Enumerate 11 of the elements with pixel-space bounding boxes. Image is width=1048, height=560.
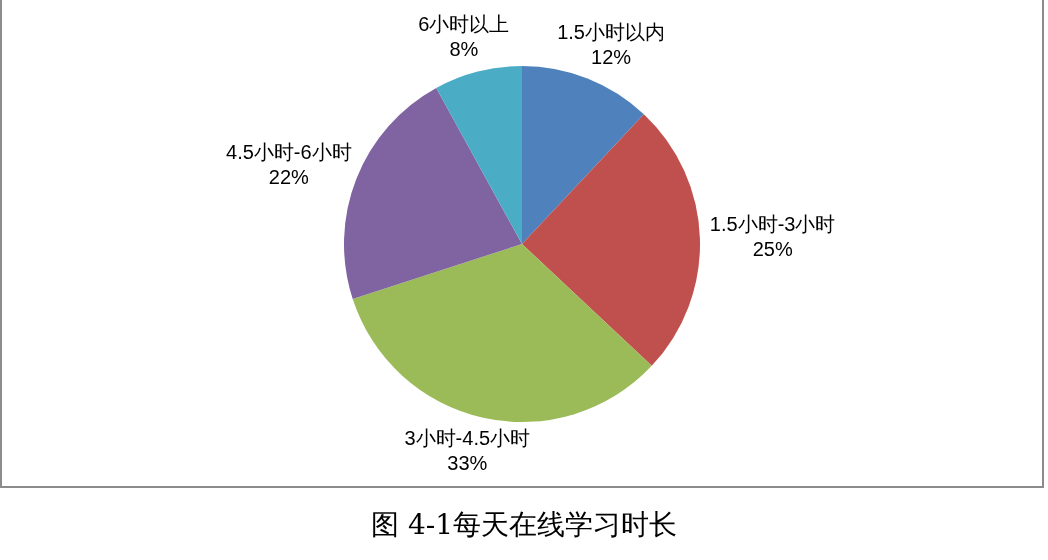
slice-label: 1.5小时以内 <box>557 21 665 44</box>
data-label: 8% <box>449 38 479 61</box>
data-label: 12% <box>591 46 632 69</box>
slice-label: 6小时以上 <box>418 13 510 36</box>
data-label: 22% <box>268 166 310 189</box>
slice-label: 1.5小时-3小时 <box>709 212 836 235</box>
slice-label: 3小时-4.5小时 <box>404 427 531 450</box>
data-label: 33% <box>447 452 488 475</box>
slice-label: 4.5小时-6小时 <box>226 141 352 164</box>
text: 图 4-1每天在线学习时长 <box>370 507 678 543</box>
data-label: 25% <box>752 237 793 260</box>
